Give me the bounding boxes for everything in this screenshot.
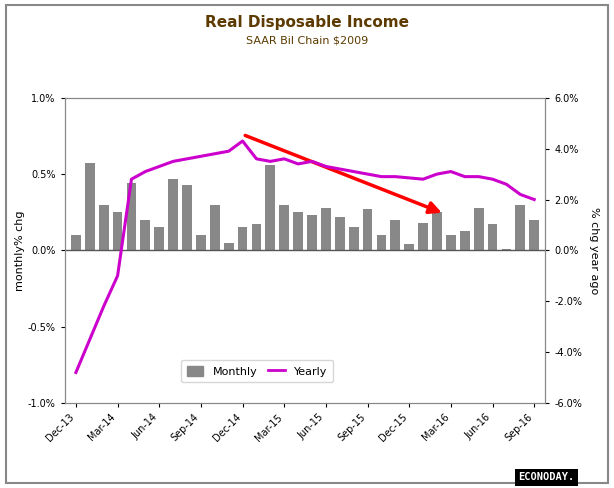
Bar (376, 235, 386, 250)
Y-axis label: % chg year ago: % chg year ago (589, 207, 599, 294)
Bar (252, 224, 262, 250)
Bar (238, 227, 247, 250)
Text: ECONODAY.: ECONODAY. (518, 472, 575, 482)
Bar (113, 212, 122, 250)
Bar (349, 227, 359, 250)
Bar (363, 209, 373, 250)
Bar (321, 208, 331, 250)
Legend: Monthly, Yearly: Monthly, Yearly (181, 360, 333, 382)
Bar (293, 212, 303, 250)
Bar (279, 204, 289, 250)
Bar (502, 249, 511, 250)
Bar (196, 235, 206, 250)
Bar (335, 217, 344, 250)
Bar (99, 204, 109, 250)
Bar (265, 165, 275, 250)
Bar (529, 220, 539, 250)
Bar (307, 215, 317, 250)
Bar (446, 235, 456, 250)
Bar (182, 185, 192, 250)
Bar (126, 183, 136, 250)
Text: Real Disposable Income: Real Disposable Income (205, 15, 409, 30)
Bar (474, 208, 483, 250)
Bar (488, 224, 497, 250)
Bar (391, 220, 400, 250)
Bar (154, 227, 164, 250)
Bar (85, 163, 95, 250)
Bar (224, 243, 233, 250)
Bar (168, 179, 178, 250)
Bar (460, 230, 470, 250)
Bar (515, 204, 525, 250)
Bar (432, 212, 442, 250)
Bar (71, 235, 81, 250)
Text: SAAR Bil Chain $2009: SAAR Bil Chain $2009 (246, 36, 368, 46)
Bar (210, 204, 220, 250)
Bar (405, 244, 414, 250)
Y-axis label: monthly% chg: monthly% chg (15, 210, 25, 291)
Bar (141, 220, 150, 250)
Bar (418, 223, 428, 250)
